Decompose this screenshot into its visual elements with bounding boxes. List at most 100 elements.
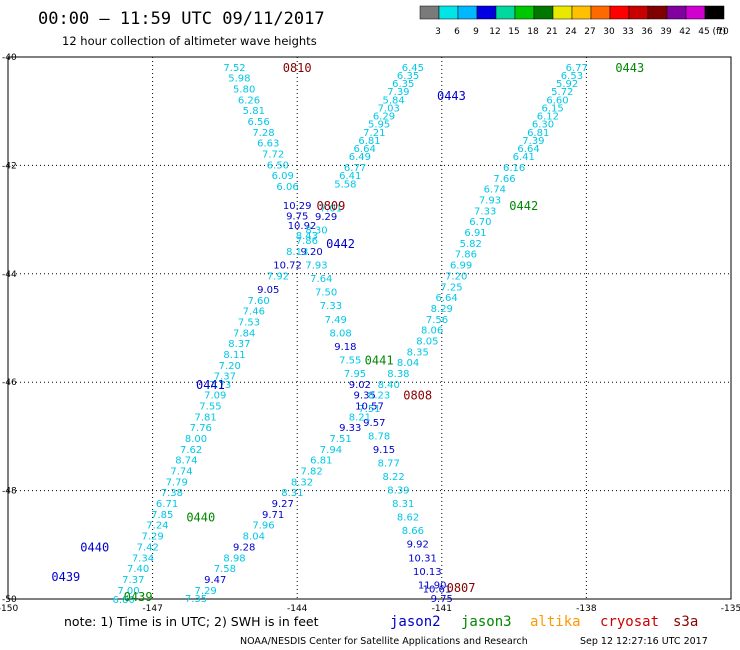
swh-value-s3a: 10.92 [288, 221, 317, 232]
page-title: 00:00 – 11:59 UTC 09/11/2017 [38, 9, 325, 29]
swh-value-jason3: 7.96 [252, 521, 274, 532]
swh-value-jason2: 5.58 [334, 179, 356, 190]
legend-altika: altika [530, 614, 581, 630]
swh-value-jason2: 5.95 [368, 120, 390, 131]
swh-value-s3a: 7.28 [252, 128, 274, 139]
swh-value-jason2: 7.01 [320, 204, 342, 215]
colorbar-swatch [457, 5, 478, 20]
swh-value-s3a: 8.22 [382, 472, 404, 483]
swh-value-s3a: 8.66 [402, 526, 424, 537]
pass-label: 0808 [403, 389, 432, 403]
swh-value-s3a: 7.64 [310, 274, 332, 285]
swh-value-jason3: 6.99 [450, 261, 472, 272]
y-tick-label: -40 [2, 53, 17, 63]
pass-label: 0810 [283, 61, 312, 75]
swh-value-jason2: 7.39 [387, 87, 409, 98]
footer-credit: NOAA/NESDIS Center for Satellite Applica… [240, 636, 528, 647]
swh-value-jason3: 7.66 [493, 174, 515, 185]
swh-value-s3a: 7.72 [262, 149, 284, 160]
swh-value-jason2: 7.00 [117, 586, 139, 597]
swh-value-s3a: 8.77 [378, 458, 400, 469]
swh-value-s3a: 11.90 [418, 580, 447, 591]
swh-value-s3a: 9.18 [334, 342, 356, 353]
swh-value-jason2: 7.55 [199, 402, 221, 413]
footer-timestamp: Sep 12 12:27:16 UTC 2017 [580, 636, 708, 647]
swh-value-jason2: 7.29 [141, 532, 163, 543]
colorbar-swatch [666, 5, 687, 20]
colorbar-swatch [419, 5, 440, 20]
colorbar-swatch [571, 5, 592, 20]
swh-value-jason2: 7.34 [132, 553, 154, 564]
colorbar-swatch [704, 5, 725, 20]
chart-points: 7.525.985.806.265.816.567.286.637.726.50… [113, 63, 588, 606]
swh-value-jason3: 8.29 [431, 304, 453, 315]
x-tick-label: -147 [142, 604, 162, 614]
swh-value-jason2: 6.35 [397, 71, 419, 82]
swh-value-jason3: 8.38 [387, 369, 409, 380]
swh-value-jason3: 8.23 [368, 391, 390, 402]
y-tick-label: -44 [2, 270, 17, 280]
swh-value-jason3: 6.91 [464, 228, 486, 239]
swh-value-s3a: 9.02 [349, 380, 371, 391]
swh-value-jason2: 7.38 [161, 488, 183, 499]
swh-value-jason3: 6.15 [542, 103, 564, 114]
swh-value-jason3: 9.47 [204, 575, 226, 586]
swh-value-jason3: 6.81 [527, 128, 549, 139]
colorbar-swatch [514, 5, 535, 20]
swh-value-jason2: 7.74 [170, 467, 192, 478]
legend-jason2: jason2 [390, 614, 441, 630]
x-tick-label: -138 [576, 604, 597, 614]
colorbar: 3 6 9 12 15 18 21 24 27 30 33 36 39 42 45 70(ft) [419, 5, 729, 37]
swh-value-jason3: 8.21 [349, 412, 371, 423]
swh-value-jason3: 8.98 [223, 553, 245, 564]
swh-value-s3a: 7.49 [325, 315, 347, 326]
colorbar-swatch [628, 5, 649, 20]
swh-value-jason2: 6.77 [344, 163, 366, 174]
swh-value-jason2: 8.11 [223, 350, 245, 361]
swh-value-s3a: 6.56 [248, 117, 270, 128]
swh-value-s3a: 7.93 [305, 261, 327, 272]
swh-value-s3a: 9.75 [286, 211, 308, 222]
swh-value-jason3: 7.56 [426, 315, 448, 326]
swh-value-jason2: 10.72 [273, 261, 302, 272]
swh-value-s3a: 5.81 [243, 106, 265, 117]
swh-value-jason2: 6.64 [354, 144, 376, 155]
swh-value-jason3: 8.06 [421, 326, 443, 337]
swh-value-jason3: 6.12 [537, 112, 559, 123]
swh-value-jason2: 6.49 [349, 152, 371, 163]
swh-value-jason2: 7.53 [238, 317, 260, 328]
swh-value-s3a: 7.52 [223, 63, 245, 74]
legend-jason3: jason3 [461, 614, 512, 630]
swh-value-jason2: 7.73 [209, 380, 231, 391]
y-tick-label: -46 [2, 378, 17, 388]
swh-value-s3a: 10.13 [413, 567, 442, 578]
swh-value-jason3: 8.05 [416, 336, 438, 347]
swh-value-s3a: 5.98 [228, 74, 250, 85]
x-tick-label: -144 [287, 604, 308, 614]
legend-s3a: s3a [673, 614, 698, 630]
swh-value-jason3: 9.28 [233, 542, 255, 553]
y-tick-label: -42 [2, 161, 17, 171]
colorbar-swatch [438, 5, 459, 20]
swh-value-jason2: 6.35 [392, 79, 414, 90]
swh-value-jason3: 7.58 [214, 564, 236, 575]
colorbar-label: 18 [527, 27, 539, 37]
satellite-legend: jason2 jason3 altika cryosat s3a [390, 614, 698, 630]
swh-value-jason3: 7.93 [479, 196, 501, 207]
pass-label: 0439 [124, 590, 153, 604]
pass-label: 0443 [437, 89, 466, 103]
pass-label: 0441 [196, 378, 225, 392]
swh-value-jason3: 7.94 [320, 445, 342, 456]
colorbar-swatch [552, 5, 573, 20]
swh-value-s3a: 5.80 [233, 84, 255, 95]
colorbar-label: 24 [565, 27, 577, 37]
swh-value-jason3: 6.77 [566, 63, 588, 74]
legend-cryosat: cryosat [600, 614, 659, 630]
swh-value-jason3: 9.33 [339, 423, 361, 434]
swh-value-s3a: 8.62 [397, 513, 419, 524]
swh-value-s3a: 6.50 [267, 160, 289, 171]
swh-value-s3a: 10.31 [408, 553, 437, 564]
x-tick-label: -135 [721, 604, 740, 614]
x-tick-label: -141 [432, 604, 452, 614]
swh-value-s3a: 9.57 [363, 418, 385, 429]
